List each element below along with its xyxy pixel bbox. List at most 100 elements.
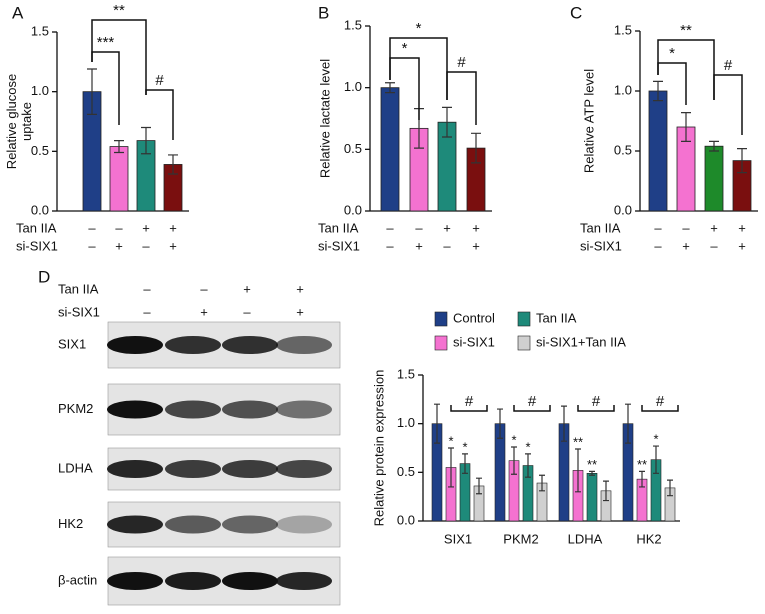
- significance: #: [724, 57, 733, 74]
- condition-sign: –: [143, 281, 151, 296]
- condition-sign: –: [142, 238, 150, 253]
- bracket: [145, 89, 174, 140]
- significance: *: [402, 40, 408, 57]
- legend-label: Tan IIA: [536, 310, 577, 325]
- y-tick-label: 0.0: [614, 202, 632, 217]
- condition-label: Tan IIA: [16, 220, 57, 235]
- condition-sign: +: [682, 238, 690, 253]
- significance: #: [457, 54, 466, 71]
- blot-band: [165, 572, 221, 590]
- blot-row-label: β-actin: [58, 572, 97, 587]
- error-bar: [625, 403, 631, 444]
- condition-sign: +: [738, 220, 746, 235]
- significance: #: [528, 393, 537, 410]
- condition-sign: +: [169, 220, 177, 235]
- significance: **: [587, 457, 597, 472]
- significance: *: [462, 439, 467, 454]
- blot-band: [222, 572, 278, 590]
- blot-band: [276, 336, 332, 354]
- blot-band: [107, 336, 163, 354]
- error-bar: [442, 106, 452, 138]
- error-bar: [737, 148, 747, 174]
- x-tick-label: SIX1: [444, 531, 472, 546]
- blot-band: [165, 460, 221, 478]
- condition-sign: +: [115, 238, 123, 253]
- condition-sign: –: [654, 238, 662, 253]
- y-tick-label: 1.5: [614, 22, 632, 37]
- condition-sign: +: [169, 238, 177, 253]
- error-bar: [561, 405, 567, 442]
- y-tick-label: 1.0: [614, 82, 632, 97]
- legend-swatch: [434, 311, 448, 327]
- legend-swatch: [517, 311, 531, 327]
- bar: [704, 145, 724, 212]
- bracket: [641, 405, 679, 412]
- significance: **: [573, 434, 583, 449]
- blot-row-label: PKM2: [58, 401, 93, 416]
- significance: *: [653, 431, 658, 446]
- bracket: [657, 39, 715, 100]
- blot-band: [165, 336, 221, 354]
- error-bar: [653, 80, 663, 102]
- legend-swatch: [434, 335, 448, 351]
- condition-sign: +: [243, 281, 251, 296]
- significance: #: [155, 72, 164, 89]
- significance: *: [511, 432, 516, 447]
- blot-band: [276, 572, 332, 590]
- condition-sign: +: [738, 238, 746, 253]
- blot-band: [107, 460, 163, 478]
- significance: **: [680, 22, 692, 39]
- y-tick-label: 1.5: [397, 366, 415, 381]
- y-tick-label: 0.5: [31, 143, 49, 158]
- error-bar: [476, 477, 482, 495]
- error-bar: [168, 154, 178, 175]
- blot-band: [165, 400, 221, 419]
- y-tick-label: 0.0: [31, 202, 49, 217]
- bracket: [91, 51, 120, 125]
- y-axis-label: Relative protein expression: [371, 370, 386, 527]
- condition-sign: –: [386, 220, 394, 235]
- blot-band: [107, 515, 163, 534]
- bar: [586, 473, 598, 522]
- condition-sign: +: [472, 238, 480, 253]
- error-bar: [603, 480, 609, 502]
- blot-band: [222, 460, 278, 478]
- error-bar: [589, 470, 595, 476]
- significance: **: [113, 2, 125, 19]
- error-bar: [471, 132, 481, 164]
- error-bar: [653, 445, 659, 474]
- error-bar: [639, 470, 645, 488]
- error-bar: [511, 446, 517, 475]
- condition-sign: +: [142, 220, 150, 235]
- y-tick-label: 0.0: [344, 202, 362, 217]
- panel-label: B: [318, 3, 329, 22]
- significance: #: [656, 393, 665, 410]
- condition-sign: +: [296, 304, 304, 319]
- condition-label: si-SIX1: [580, 238, 622, 253]
- bracket: [389, 57, 420, 120]
- blot-band: [276, 460, 332, 478]
- y-tick-label: 0.0: [397, 512, 415, 527]
- blot-band: [276, 400, 332, 419]
- x-tick-label: LDHA: [568, 531, 603, 546]
- condition-sign: –: [88, 238, 96, 253]
- significance: *: [669, 45, 675, 62]
- y-tick-label: 0.5: [397, 464, 415, 479]
- error-bar: [539, 474, 545, 492]
- legend-label: si-SIX1+Tan IIA: [536, 334, 626, 349]
- condition-sign: –: [654, 220, 662, 235]
- condition-sign: –: [143, 304, 151, 319]
- condition-sign: –: [88, 220, 96, 235]
- panel-label: D: [38, 267, 50, 286]
- error-bar: [385, 82, 395, 94]
- x-tick-label: HK2: [636, 531, 661, 546]
- panel-label: C: [570, 3, 582, 22]
- error-bar: [681, 112, 691, 142]
- error-bar: [709, 140, 719, 152]
- blot-band: [165, 515, 221, 534]
- y-tick-label: 1.5: [31, 23, 49, 38]
- error-bar: [448, 447, 454, 488]
- bracket: [446, 71, 477, 125]
- y-axis-label: Relative lactate level: [317, 59, 332, 178]
